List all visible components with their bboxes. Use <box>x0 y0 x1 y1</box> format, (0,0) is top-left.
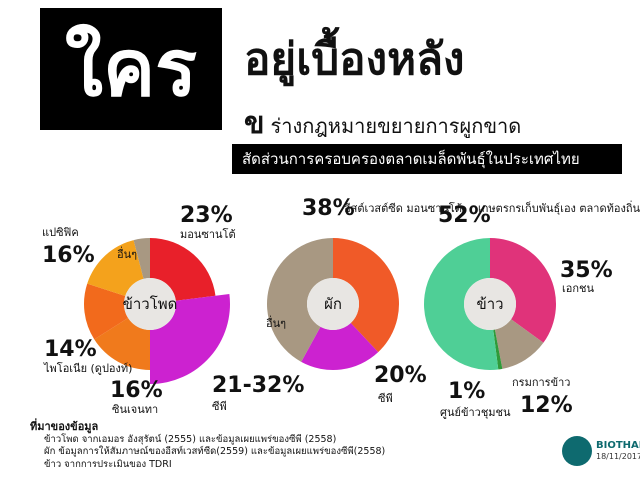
corn-pioneer-pct: 14% <box>44 337 97 362</box>
rice-farmer-pct: 52% <box>438 203 491 228</box>
corn-cp-pct: 21-32% <box>212 373 304 398</box>
veg-others-name: อื่นๆ <box>266 315 286 330</box>
rice-ricedept-name: กรมการข้าว <box>512 376 570 389</box>
title-sub-initial: ข <box>244 106 265 141</box>
page-title: อยู่เบื้องหลัง <box>244 34 465 85</box>
logo-name: BIOTHAI <box>596 440 640 451</box>
source-heading: ที่มาของข้อมูล <box>30 420 99 433</box>
vegetable-chart <box>267 238 399 371</box>
title-sub-text: ร่างกฎหมายขยายการผูกขาด <box>270 114 522 138</box>
corn-slice-3 <box>84 283 129 340</box>
corn-hole <box>124 278 176 330</box>
corn-pacific-name: แปซิฟิค <box>42 226 79 239</box>
corn-slice-1 <box>150 293 230 384</box>
source-line-vegetable: ผัก ข้อมูลการให้สัมภาษณ์ของอีสท์เวสท์ซีด… <box>44 446 386 457</box>
corn-pioneer-name: ไพโอเนีย (ดูปองท์) <box>43 361 132 375</box>
rice-chart <box>424 238 556 370</box>
corn-slice-4 <box>87 240 144 296</box>
veg-slice-2 <box>267 238 333 362</box>
veg-hole <box>307 278 359 330</box>
corn-syngenta-name: ซินเจนทา <box>112 403 158 416</box>
corn-slice-2 <box>94 317 150 370</box>
source-block: ที่มาของข้อมูล ข้าวโพด จากเอมอร อังสุรัต… <box>30 420 386 471</box>
rice-community-name: ศูนย์ข้าวชุมชน <box>440 406 511 419</box>
rice-hole <box>464 278 516 330</box>
rice-slice-1 <box>494 319 544 369</box>
rice-ricedept-pct: 12% <box>520 393 573 418</box>
rice-slice-0 <box>490 238 556 343</box>
veg-eastwest-name: อีสต์เวสต์ซีด มอนซานโต้ <box>344 201 462 215</box>
veg-center-label: ผัก <box>324 295 342 313</box>
title-block: ใคร <box>40 8 222 130</box>
corn-others-name: อื่นๆ <box>117 246 137 261</box>
source-line-rice: ข้าว จากการประเมินของ TDRI <box>44 458 172 470</box>
rice-private-name: เอกชน <box>562 282 594 295</box>
veg-cp-pct: 20% <box>374 363 427 388</box>
logo-text: BIOTHAI 18/11/2017 <box>596 440 640 462</box>
subtitle-bar: สัดส่วนการครอบครองตลาดเมล็ดพันธุ์ในประเท… <box>232 144 622 174</box>
rice-private-pct: 35% <box>560 258 613 283</box>
corn-slice-5 <box>133 238 150 279</box>
veg-eastwest-pct: 38% <box>302 196 355 221</box>
veg-slice-0 <box>333 238 399 353</box>
rice-farmer-name: เกษตรกรเก็บพันธุ์เอง ตลาดท้องถิ่น <box>478 200 640 215</box>
corn-monsanto-name: มอนซานโต้ <box>180 227 236 241</box>
corn-slice-0 <box>150 238 216 301</box>
subtitle-text: สัดส่วนการครอบครองตลาดเมล็ดพันธุ์ในประเท… <box>242 150 580 168</box>
page-title-sub: ขร่างกฎหมายขยายการผูกขาด <box>244 100 521 147</box>
corn-pacific-pct: 16% <box>42 243 95 268</box>
veg-slice-1 <box>301 322 379 371</box>
rice-slice-3 <box>424 238 499 370</box>
veg-cp-name: ซีพี <box>378 392 393 405</box>
logo-date: 18/11/2017 <box>596 452 640 461</box>
corn-center-label: ข้าวโพด <box>123 295 178 313</box>
biothai-logo-icon <box>562 436 592 466</box>
corn-syngenta-pct: 16% <box>110 378 163 403</box>
rice-slice-2 <box>493 329 503 370</box>
rice-center-label: ข้าว <box>476 295 503 313</box>
source-line-corn: ข้าวโพด จากเอมอร อังสุรัตน์ (2555) และข้… <box>44 433 337 445</box>
corn-monsanto-pct: 23% <box>180 203 233 228</box>
rice-community-pct: 1% <box>448 379 485 404</box>
corn-cp-name: ซีพี <box>212 400 227 413</box>
corn-chart <box>84 238 230 384</box>
